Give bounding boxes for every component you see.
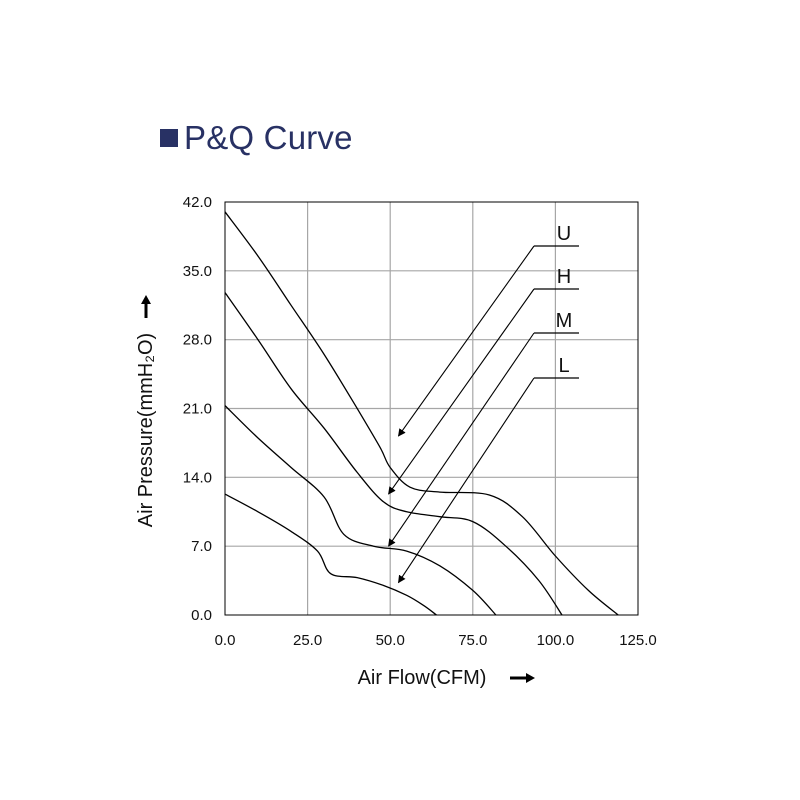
curve-label-H: H [557,266,571,288]
curve-U [224,211,619,616]
curve-label-L: L [558,355,569,377]
x-tick-label: 75.0 [458,632,487,649]
grid-lines [225,202,638,615]
y-tick-label: 21.0 [183,401,212,418]
x-tick-labels: 0.0 25.0 50.0 75.0 100.0 125.0 [215,632,657,649]
y-tick-label: 7.0 [191,538,212,555]
x-axis-label: Air Flow(CFM) [358,667,487,689]
curves-group [224,211,619,616]
y-tick-label: 42.0 [183,194,212,211]
y-tick-label: 0.0 [191,607,212,624]
y-tick-label: 28.0 [183,332,212,349]
chart-title: P&Q Curve [184,119,353,156]
y-tick-labels: 0.0 7.0 14.0 21.0 28.0 35.0 42.0 [183,194,212,624]
y-tick-label: 14.0 [183,469,212,486]
square-bullet-icon [160,129,178,147]
x-tick-label: 125.0 [619,632,657,649]
curve-H [224,292,563,616]
annotations-group: UHM L [388,223,579,584]
callout-arrow [388,332,535,547]
curve-L [224,493,437,616]
plot-frame [224,201,639,616]
curve-label-U: U [557,223,571,245]
y-axis-label: Air Pressure(mmH₂O) [135,333,157,527]
chart-title-block: P&Q Curve [160,116,353,160]
x-tick-label: 25.0 [293,632,322,649]
curve-label-M: M [556,310,573,332]
x-tick-label: 0.0 [215,632,236,649]
y-tick-label: 35.0 [183,263,212,280]
callout-arrow [398,245,535,437]
curve-M [224,405,497,616]
arrow-up-icon [141,295,151,318]
arrow-right-icon [510,673,535,683]
x-tick-label: 50.0 [376,632,405,649]
callout-arrow [388,288,535,495]
x-tick-label: 100.0 [537,632,575,649]
callout-arrow [398,377,535,584]
